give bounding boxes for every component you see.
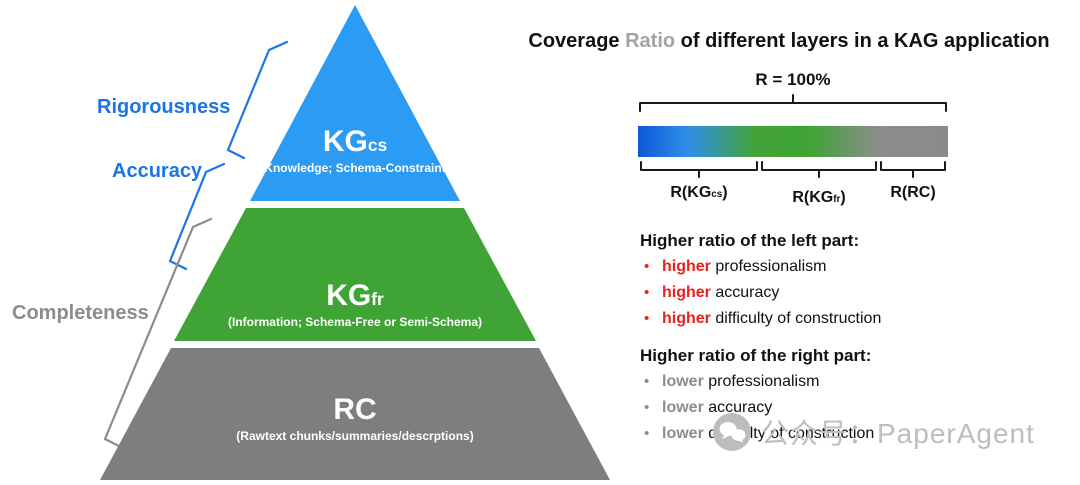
item-text: professionalism	[710, 258, 827, 275]
title-part-rest: of different layers in a KAG application	[675, 30, 1050, 52]
right-panel-title: Coverage Ratio of different layers in a …	[498, 30, 1080, 53]
kgcs-label: KGcs (Knowledge; Schema-Constraint)	[100, 127, 610, 175]
left-part-heading: Higher ratio of the left part:	[640, 231, 860, 250]
kgcs-title: KGcs	[322, 125, 388, 158]
left-part-block: Higher ratio of the left part: • higher p…	[640, 231, 1060, 335]
pyramid: KGcs (Knowledge; Schema-Constraint) KGfr…	[100, 5, 610, 480]
kgcs-subscript: cs	[367, 135, 388, 155]
rigorousness-label: Rigorousness	[97, 96, 231, 118]
pyramid-layer-rc	[100, 348, 610, 480]
total-ratio-label: R = 100%	[755, 70, 831, 89]
segment-kgcs-subscript: cs	[711, 189, 723, 200]
list-item: • higher difficulty of construction	[640, 309, 1060, 328]
bullet-icon: •	[644, 310, 650, 327]
segment-brace-rc	[880, 161, 946, 178]
rc-title: RC	[333, 393, 377, 426]
bullet-icon: •	[644, 425, 650, 442]
title-part-ratio: Ratio	[625, 30, 676, 52]
segment-label-kgcs: R(KGcs)	[670, 184, 728, 201]
rc-label: RC (Rawtext chunks/summaries/descrptions…	[100, 395, 610, 443]
list-item: • higher professionalism	[640, 257, 1060, 276]
accuracy-label: Accuracy	[112, 160, 203, 182]
pyramid-layer-kgfr	[174, 208, 536, 341]
segment-brace-kgcs	[640, 161, 758, 178]
list-item: • lower professionalism	[640, 372, 1060, 391]
item-text: difficulty of construction	[710, 310, 882, 327]
emphasis-word: lower	[662, 425, 704, 442]
segment-brace-kgfr	[761, 161, 877, 178]
item-text: accuracy	[710, 284, 780, 301]
segment-label-kgfr: R(KGfr)	[792, 189, 846, 206]
kgfr-subscript: fr	[371, 289, 384, 309]
coverage-gradient-bar	[638, 126, 948, 157]
emphasis-word: higher	[662, 310, 711, 327]
segment-kgfr-subscript: fr	[833, 194, 841, 205]
bullet-icon: •	[644, 399, 650, 416]
total-brace	[639, 94, 947, 112]
rc-subtitle: (Rawtext chunks/summaries/descrptions)	[236, 429, 474, 443]
bullet-icon: •	[644, 258, 650, 275]
watermark: 公众号：PaperAgent	[712, 412, 1035, 452]
bullet-icon: •	[644, 373, 650, 390]
emphasis-word: lower	[662, 373, 704, 390]
completeness-label: Completeness	[12, 302, 149, 324]
bullet-icon: •	[644, 284, 650, 301]
list-item: • lower accuracy	[640, 398, 1060, 417]
emphasis-word: lower	[662, 399, 704, 416]
kgfr-subtitle: (Information; Schema-Free or Semi-Schema…	[227, 315, 483, 329]
emphasis-word: higher	[662, 284, 711, 301]
wechat-icon	[713, 413, 751, 451]
watermark-text: 公众号：PaperAgent	[761, 418, 1035, 449]
title-part-coverage: Coverage	[528, 30, 626, 52]
list-item: • higher accuracy	[640, 283, 1060, 302]
segment-label-rc: R(RC)	[890, 184, 936, 201]
item-text: professionalism	[703, 373, 820, 390]
kgfr-title: KGfr	[326, 279, 384, 312]
right-part-heading: Higher ratio of the right part:	[640, 346, 872, 365]
emphasis-word: higher	[662, 258, 711, 275]
kgcs-subtitle: (Knowledge; Schema-Constraint)	[260, 161, 450, 175]
item-text: accuracy	[703, 399, 773, 416]
kgfr-label: KGfr (Information; Schema-Free or Semi-S…	[100, 281, 610, 329]
